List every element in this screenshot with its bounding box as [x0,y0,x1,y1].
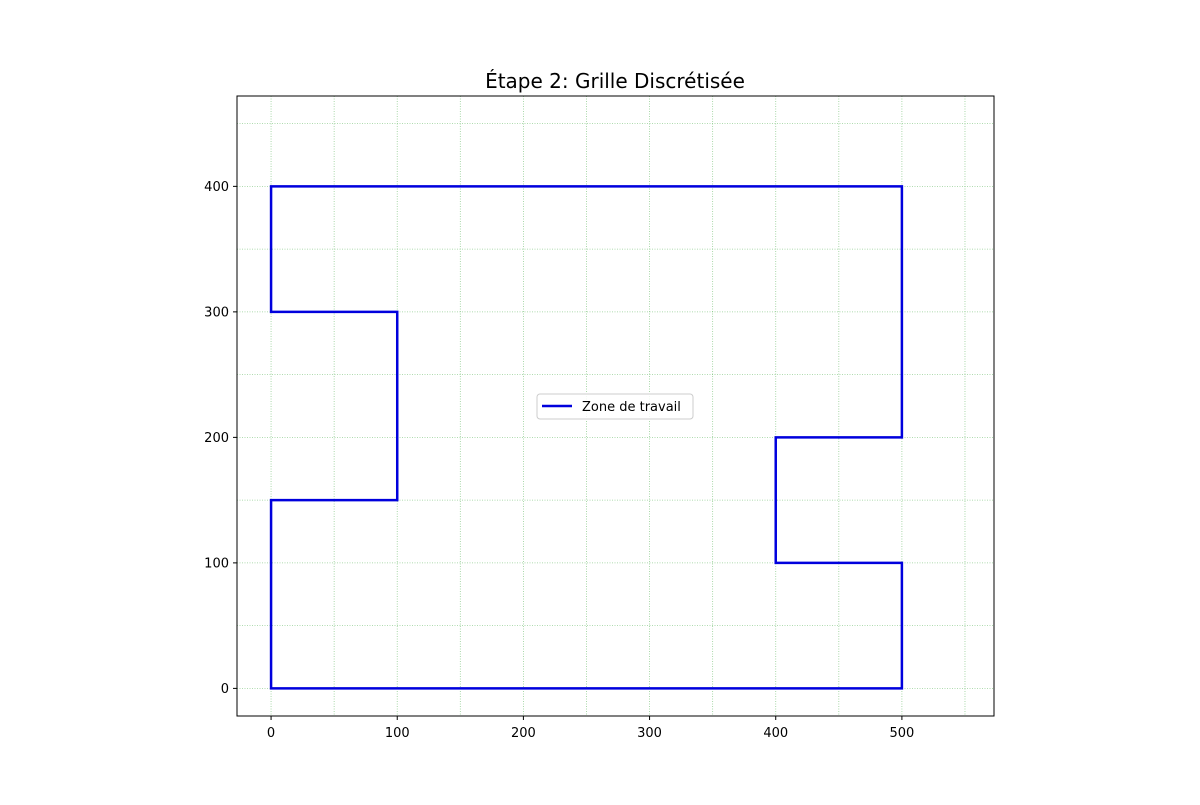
x-tick-label: 500 [889,726,914,741]
x-tick-label: 0 [267,726,275,741]
legend: Zone de travail [536,393,694,420]
x-tick-label: 200 [511,726,536,741]
legend-entry-label: Zone de travail [582,400,681,415]
y-tick-label: 200 [204,431,229,446]
legend-box [536,393,694,420]
x-tick-label: 300 [637,726,662,741]
x-tick-label: 400 [763,726,788,741]
x-tick-label: 100 [385,726,410,741]
chart-title: Étape 2: Grille Discrétisée [485,69,745,93]
plot-frame [236,95,995,717]
axis-ticks: 0 100 200 300 400 500 0 100 200 300 400 [204,180,914,741]
series-line-zone-de-travail [269,185,904,690]
y-tick-label: 0 [221,682,229,697]
y-tick-label: 300 [204,305,229,320]
y-tick-label: 400 [204,180,229,195]
y-tick-label: 100 [204,556,229,571]
series-layer [269,185,904,690]
